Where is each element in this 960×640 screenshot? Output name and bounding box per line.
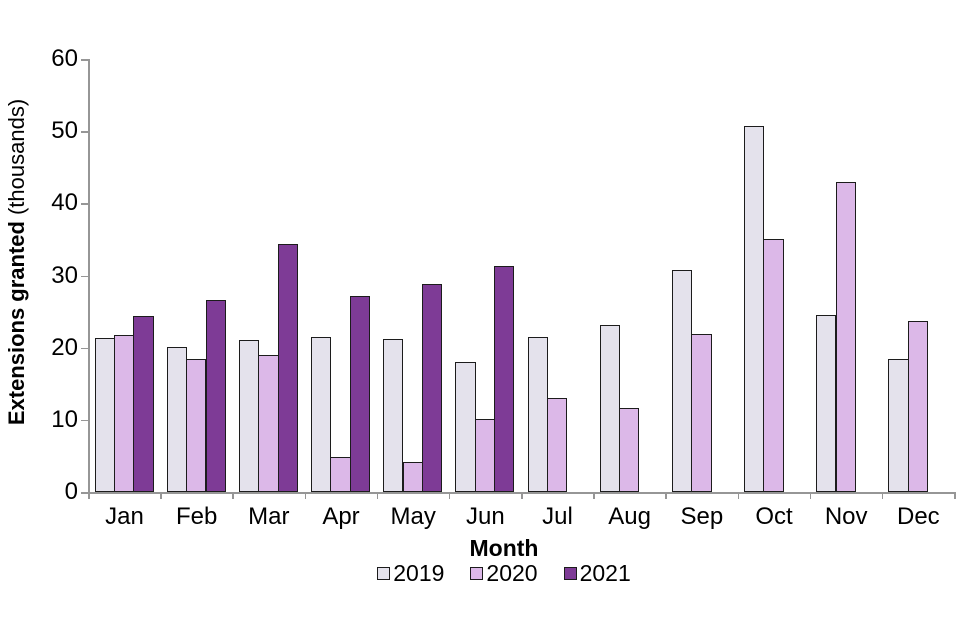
bar-2020-Dec [907,320,929,492]
x-tick-label: Nov [824,503,868,530]
x-tick-label: Dec [896,503,940,530]
x-tick-label: May [390,503,436,530]
x-tick-mark [88,492,90,499]
x-tick-mark [954,492,956,499]
bar-2019-May [383,339,404,492]
x-tick-mark [809,492,812,499]
bar-2020-Oct [763,239,784,492]
y-tick-label: 30 [51,261,78,289]
bar-2019-Mar [238,339,260,492]
legend-label: 2019 [393,560,445,586]
y-tick-mark [81,203,88,205]
legend-item-2021: 2021 [563,560,631,587]
bar-2020-Jan [113,335,135,492]
legend: 2019 2020 2021 [44,560,960,587]
x-tick-label: Oct [755,503,793,530]
x-tick-label: Apr [322,503,360,530]
bar-2021-Feb [205,300,226,492]
y-tick-mark [81,492,88,494]
x-tick-mark [448,492,451,499]
y-axis-line [88,59,90,492]
bar-2020-Jul [546,398,568,492]
bar-2019-Jun [455,362,476,492]
x-tick-mark [304,492,306,499]
bar-2020-Mar [258,354,279,492]
x-tick-label: Jul [542,503,573,530]
bar-2019-Sep [671,270,693,492]
y-tick-mark [81,275,88,277]
bar-2019-Apr [311,336,332,492]
x-tick-mark [665,492,667,499]
bar-2019-Oct [744,126,765,492]
bar-2020-Sep [691,333,712,492]
y-tick-mark [81,59,88,61]
x-tick-mark [881,492,884,499]
legend-swatch-2021 [563,567,577,580]
bar-2021-Jan [133,315,154,492]
legend-item-2020: 2020 [470,560,538,587]
y-tick-label: 10 [51,405,78,433]
x-tick-label: Jan [105,503,144,530]
x-tick-label: Aug [608,503,651,530]
bar-2020-May [402,462,423,492]
bar-2021-Jun [494,266,515,492]
bar-2019-Dec [888,359,909,492]
y-tick-label: 20 [51,333,78,361]
x-tick-label: Sep [680,503,724,530]
y-tick-label: 50 [51,117,78,145]
bar-2021-Mar [277,244,298,492]
bar-2021-May [422,284,443,492]
y-tick-label: 0 [64,478,78,505]
x-tick-mark [376,492,379,499]
legend-label: 2021 [579,560,631,586]
x-tick-mark [521,492,523,499]
x-tick-mark [160,492,162,499]
legend-swatch-2019 [377,567,391,580]
x-axis-title: Month [469,535,539,561]
bar-2021-Apr [349,296,371,492]
y-tick-mark [81,419,88,422]
y-tick-mark [81,131,88,133]
bar-2020-Nov [835,182,856,492]
y-tick-label: 60 [51,45,78,72]
x-tick-label: Feb [175,503,218,530]
x-tick-mark [593,492,595,499]
x-tick-label: Jun [465,503,505,530]
legend-swatch-2020 [470,567,484,580]
bar-2020-Jun [474,419,496,492]
x-tick-label: Mar [248,503,290,530]
bar-2019-Jul [527,336,548,492]
x-tick-mark [737,492,739,499]
legend-label: 2020 [486,560,538,586]
legend-item-2019: 2019 [377,560,444,587]
bar-2020-Apr [330,457,351,492]
bar-2019-Nov [816,315,837,492]
y-tick-mark [81,347,88,350]
bar-2019-Jan [94,337,115,492]
bar-2019-Feb [166,346,187,492]
bar-2019-Aug [599,324,620,492]
bar-2020-Aug [619,408,640,492]
y-tick-label: 40 [51,189,78,217]
bar-2020-Feb [186,359,207,492]
x-tick-mark [232,492,234,499]
